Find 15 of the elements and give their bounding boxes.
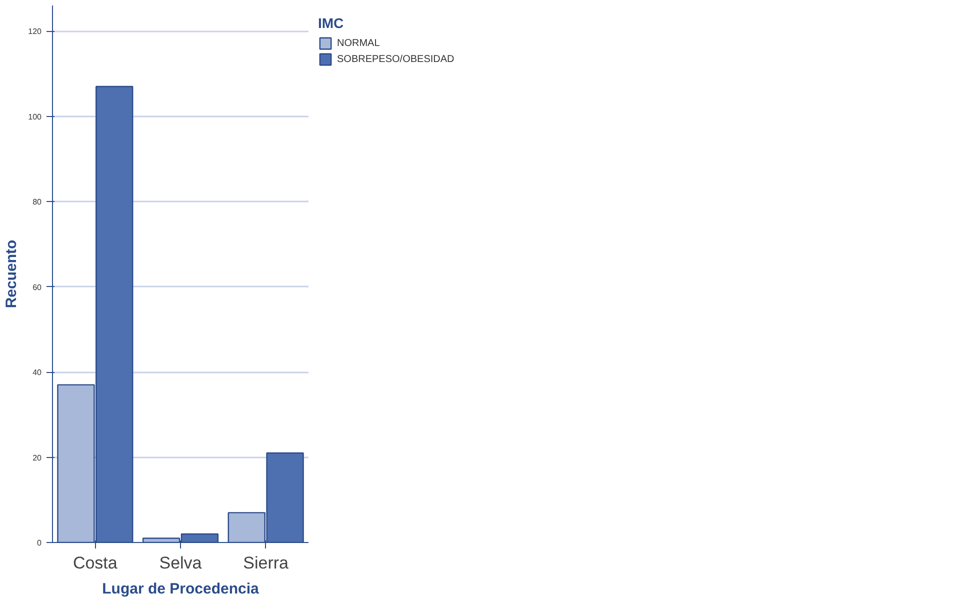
legend-label: SOBREPESO/OBESIDAD xyxy=(337,54,454,64)
y-tick-label: 0 xyxy=(37,538,42,548)
y-tick-label: 120 xyxy=(28,27,42,36)
x-tick-label: Costa xyxy=(72,554,118,572)
y-axis-title: Recuento xyxy=(3,240,20,308)
y-tick-label: 80 xyxy=(32,198,42,207)
legend-label: NORMAL xyxy=(337,38,380,48)
y-tick-label: 60 xyxy=(32,282,42,292)
y-tick-label: 20 xyxy=(32,453,42,462)
y-tick-label: 100 xyxy=(28,112,42,122)
x-tick-label: Sierra xyxy=(243,554,290,572)
x-axis-title: Lugar de Procedencia xyxy=(102,580,260,598)
x-tick-label: Selva xyxy=(159,554,202,572)
legend-title: IMC xyxy=(318,15,345,31)
y-tick-label: 40 xyxy=(32,368,42,378)
